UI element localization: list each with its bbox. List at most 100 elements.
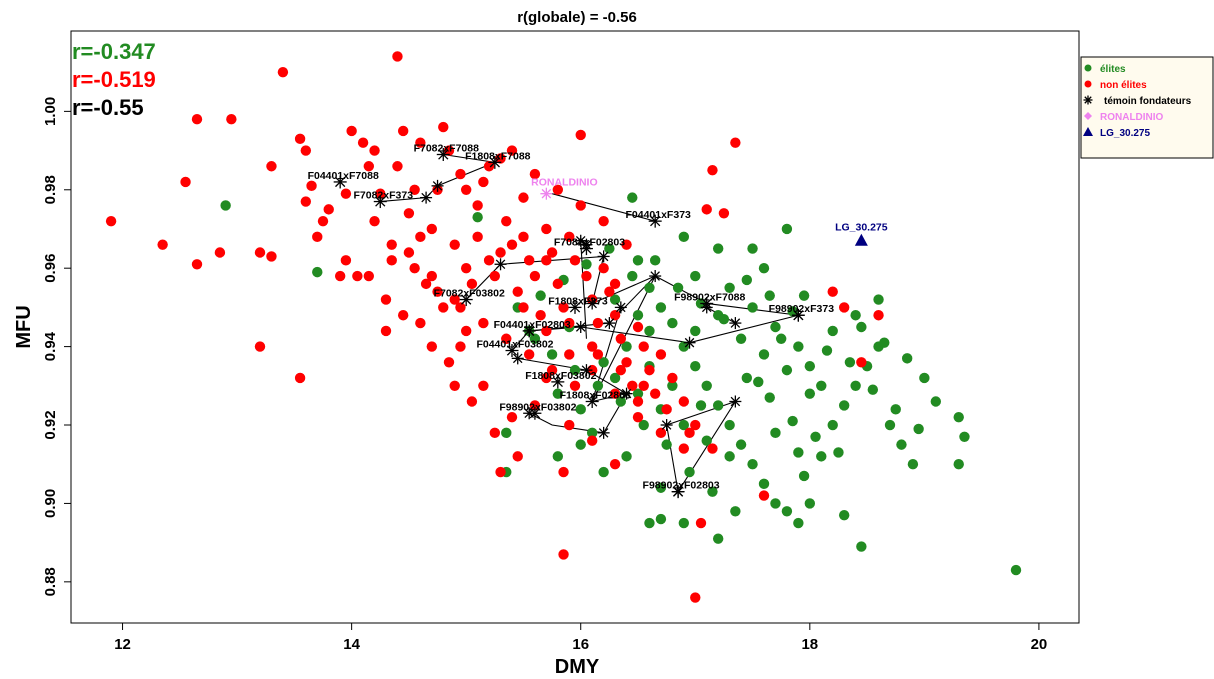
- elite-point: [919, 372, 930, 384]
- non-elite-point: [598, 215, 609, 227]
- non-elite-point: [357, 137, 369, 148]
- non-elite-point: [254, 341, 266, 352]
- elite-point: [741, 372, 753, 384]
- non-elite-point: [266, 251, 277, 262]
- elite-point: [747, 243, 758, 254]
- non-elite-point: [455, 341, 466, 352]
- non-elite-point: [564, 231, 575, 243]
- non-elite-point: [518, 302, 529, 313]
- non-elite-point: [495, 153, 506, 164]
- founder-star: [574, 321, 587, 333]
- elite-point: [770, 427, 781, 439]
- non-elite-point: [340, 188, 352, 199]
- founder-star: [683, 336, 696, 349]
- elite-point: [552, 451, 564, 462]
- scatter-points: [105, 51, 1022, 603]
- non-elite-point: [426, 270, 438, 282]
- non-elite-point: [323, 204, 334, 215]
- elite-point: [907, 459, 919, 470]
- lg-label: LG_30.275: [835, 222, 888, 234]
- elite-point: [501, 427, 512, 439]
- non-elite-point: [718, 208, 730, 219]
- non-elite-point: [518, 192, 529, 203]
- elite-point: [569, 364, 581, 376]
- elite-point: [661, 439, 672, 450]
- non-elite-point: [827, 286, 838, 297]
- legend-dot: [1084, 80, 1092, 88]
- non-elite-point: [730, 137, 741, 148]
- non-elite-point: [609, 459, 621, 470]
- founder-label: F04401xF02803: [494, 319, 571, 331]
- elite-point: [609, 372, 621, 384]
- non-elite-point: [495, 466, 506, 478]
- founder-star: [528, 406, 542, 420]
- non-elite-point: [426, 341, 438, 352]
- non-elite-point: [678, 443, 690, 454]
- non-elite-point: [266, 161, 277, 172]
- non-elite-point: [529, 270, 541, 282]
- elite-point: [838, 400, 850, 411]
- non-elite-point: [105, 215, 117, 227]
- elite-point: [764, 290, 775, 301]
- non-elite-point: [609, 278, 621, 290]
- non-elite-point: [678, 396, 690, 407]
- founder-star: [579, 242, 593, 256]
- non-elite-point: [632, 411, 644, 423]
- elite-point: [798, 290, 810, 301]
- elite-point: [775, 333, 787, 344]
- elite-point: [724, 419, 735, 431]
- elite-point: [873, 294, 884, 305]
- founder-link-line: [666, 400, 737, 492]
- elite-point: [724, 451, 735, 462]
- elite-point: [844, 357, 856, 368]
- non-elite-point: [426, 223, 438, 235]
- non-elite-point: [294, 133, 306, 145]
- non-elite-point: [558, 549, 569, 560]
- elite-point: [615, 396, 627, 407]
- non-elite-point: [300, 196, 312, 207]
- elite-point: [575, 404, 586, 415]
- non-elite-point: [254, 247, 266, 258]
- non-elite-point: [609, 310, 621, 321]
- founder-star: [791, 308, 805, 322]
- non-elite-point: [415, 137, 426, 148]
- non-elite-point: [506, 239, 518, 250]
- elite-point: [764, 392, 775, 403]
- non-elite-point: [523, 349, 535, 360]
- non-elite-point: [438, 121, 449, 133]
- elite-point: [953, 459, 964, 470]
- non-elite-point: [512, 286, 523, 297]
- elite-point: [930, 396, 942, 407]
- non-elite-point: [518, 231, 529, 243]
- non-elite-point: [317, 215, 329, 227]
- elite-point: [575, 439, 586, 450]
- non-elite-point: [375, 188, 386, 199]
- elite-point: [781, 364, 793, 376]
- y-axis-label: MFU: [13, 305, 35, 348]
- founder-star: [597, 250, 610, 263]
- elite-point: [798, 470, 810, 482]
- elite-point: [604, 243, 615, 254]
- elite-point: [850, 380, 861, 392]
- non-elite-point: [661, 404, 672, 415]
- legend-dot: [1084, 64, 1092, 72]
- non-elite-point: [191, 259, 203, 270]
- elite-point: [667, 317, 678, 329]
- non-elite-point: [627, 380, 638, 392]
- elite-point: [592, 380, 604, 392]
- non-elite-point: [460, 262, 472, 274]
- elite-point: [672, 282, 684, 293]
- non-elite-point: [392, 51, 403, 62]
- plot-frame: [70, 30, 1080, 624]
- non-elite-point: [478, 176, 489, 188]
- non-elite-point: [312, 231, 323, 243]
- elite-point: [655, 513, 667, 525]
- elite-point: [793, 341, 804, 352]
- non-elite-point: [478, 380, 489, 392]
- founder-star: [586, 297, 599, 310]
- elite-point: [535, 290, 546, 301]
- elite-point: [649, 255, 661, 266]
- founder-star: [511, 352, 524, 365]
- founder-star: [660, 419, 673, 432]
- non-elite-point: [621, 357, 632, 368]
